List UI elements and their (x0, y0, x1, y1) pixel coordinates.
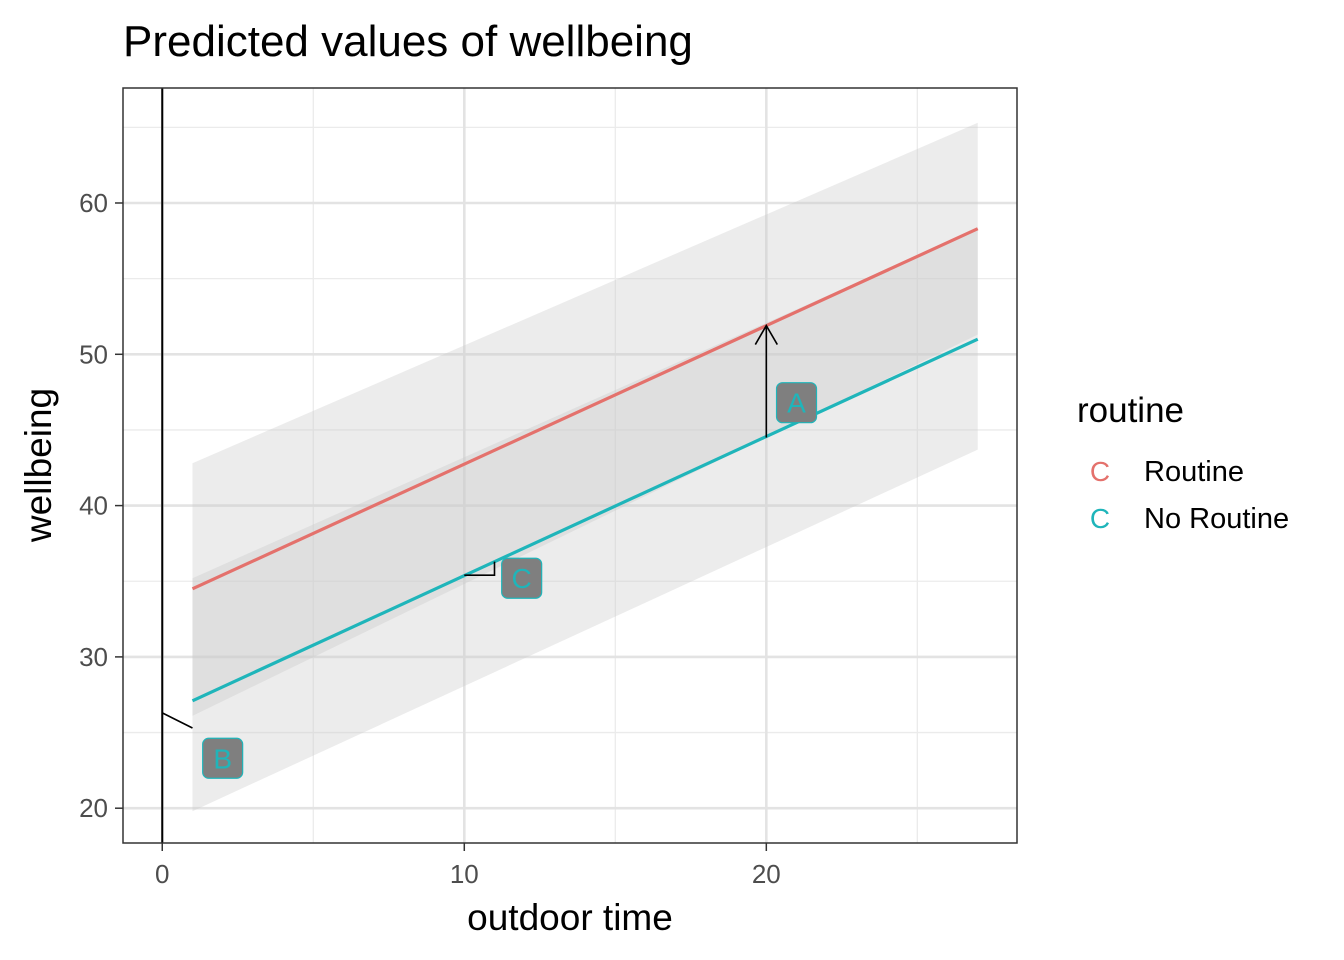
x-axis: 0 10 20 (155, 843, 781, 889)
y-tick-label: 20 (79, 793, 108, 823)
y-tick-label: 60 (79, 188, 108, 218)
x-axis-title: outdoor time (467, 897, 673, 938)
legend-title: routine (1077, 391, 1184, 430)
y-axis-title: wellbeing (18, 388, 59, 543)
panel-border (122, 87, 1018, 844)
plot-panel (123, 88, 1017, 843)
annotation-connector (464, 561, 496, 576)
legend-key: C (1090, 503, 1110, 534)
y-tick-label: 50 (79, 339, 108, 369)
annotations: A B C (161, 323, 818, 779)
annotation-connector (161, 712, 193, 729)
annotation-label-box (775, 382, 818, 424)
y-axis: 20 30 40 50 60 (79, 188, 123, 823)
legend-label: No Routine (1144, 503, 1289, 535)
annotation-label-b: B (213, 743, 232, 774)
annotation-label-box (202, 737, 244, 779)
series-line-routine (191, 227, 979, 591)
y-tick-label: 30 (79, 642, 108, 672)
annotation-label-box (501, 557, 543, 599)
arrow-head (754, 323, 779, 345)
legend: routine C Routine C No Routine (1077, 391, 1289, 535)
x-tick-label: 20 (752, 859, 781, 889)
y-tick-label: 40 (79, 491, 108, 521)
x-tick-label: 10 (450, 859, 479, 889)
chart-title: Predicted values of wellbeing (123, 17, 693, 66)
x-tick-label: 0 (155, 859, 169, 889)
legend-key: C (1090, 456, 1110, 487)
ci-ribbon-routine (192, 122, 978, 716)
legend-label: Routine (1144, 456, 1244, 488)
annotation-label-a: A (787, 388, 806, 419)
series-line-no-routine (191, 337, 979, 703)
series-lines (161, 88, 979, 843)
annotation-label-c: C (512, 563, 532, 594)
